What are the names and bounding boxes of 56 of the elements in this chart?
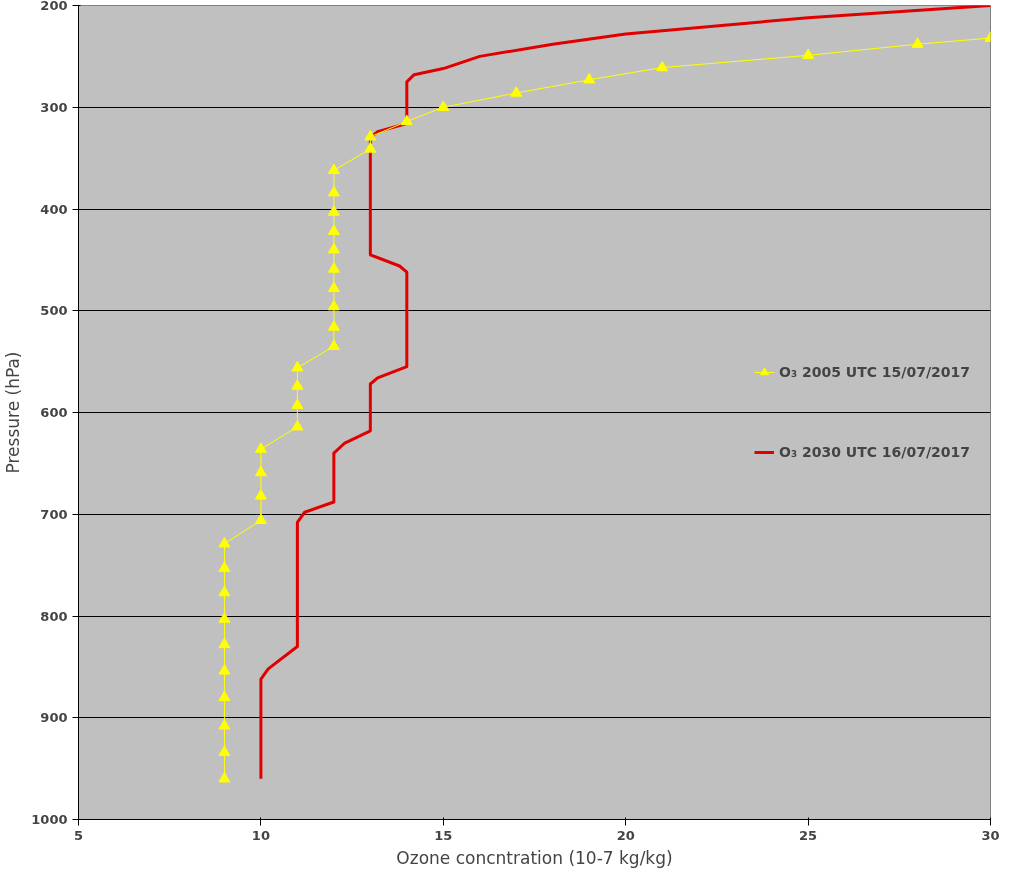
legend-label: O₃ 2030 UTC 16/07/2017 — [779, 444, 970, 460]
x-tick-label: 20 — [616, 827, 635, 843]
point — [327, 339, 340, 351]
point — [254, 513, 267, 525]
point — [218, 690, 231, 702]
point — [437, 100, 450, 111]
point — [218, 637, 231, 649]
y-tick-label: 700 — [40, 506, 68, 522]
point — [911, 37, 924, 48]
point — [510, 86, 523, 97]
x-tick-label: 10 — [251, 827, 270, 843]
point — [254, 442, 267, 453]
point — [254, 489, 267, 500]
point — [218, 536, 231, 548]
point — [218, 719, 231, 730]
y-tick-label: 300 — [40, 99, 68, 115]
y-tick-label: 400 — [40, 201, 68, 217]
point — [327, 281, 340, 293]
point — [364, 142, 377, 153]
point — [291, 419, 304, 431]
y-tick-label: 1000 — [31, 812, 68, 827]
point — [327, 224, 340, 236]
point — [291, 398, 304, 410]
point — [218, 745, 231, 757]
point — [327, 163, 340, 175]
legend-label: O₃ 2005 UTC 15/07/2017 — [779, 364, 970, 380]
point — [802, 48, 815, 60]
x-tick-label: 30 — [981, 827, 1000, 843]
point — [254, 465, 267, 477]
point — [218, 612, 231, 623]
point — [656, 60, 669, 72]
y-tick-label: 600 — [40, 405, 68, 420]
point — [400, 114, 413, 126]
point — [291, 360, 304, 372]
point — [291, 379, 304, 390]
point — [218, 771, 231, 783]
point — [583, 72, 596, 84]
x-axis-title: Ozone concntration (10-7 kg/kg) — [396, 847, 673, 868]
point — [327, 320, 340, 331]
y-tick-label: 800 — [40, 608, 68, 624]
x-tick-label: 25 — [799, 827, 818, 843]
x-tick-label: 5 — [73, 827, 84, 843]
point — [327, 205, 340, 216]
y-tick-label: 900 — [40, 710, 68, 726]
y-axis-title: Pressure (hPa) — [3, 351, 24, 474]
point — [218, 664, 231, 675]
point — [327, 262, 340, 273]
y-tick-label: 500 — [40, 303, 68, 319]
point — [218, 585, 231, 597]
point — [327, 185, 340, 197]
x-tick-label: 15 — [434, 827, 453, 843]
point — [218, 561, 231, 572]
y-tick-label: 200 — [40, 0, 68, 13]
point — [327, 299, 340, 311]
point — [364, 129, 377, 141]
point — [327, 242, 340, 254]
